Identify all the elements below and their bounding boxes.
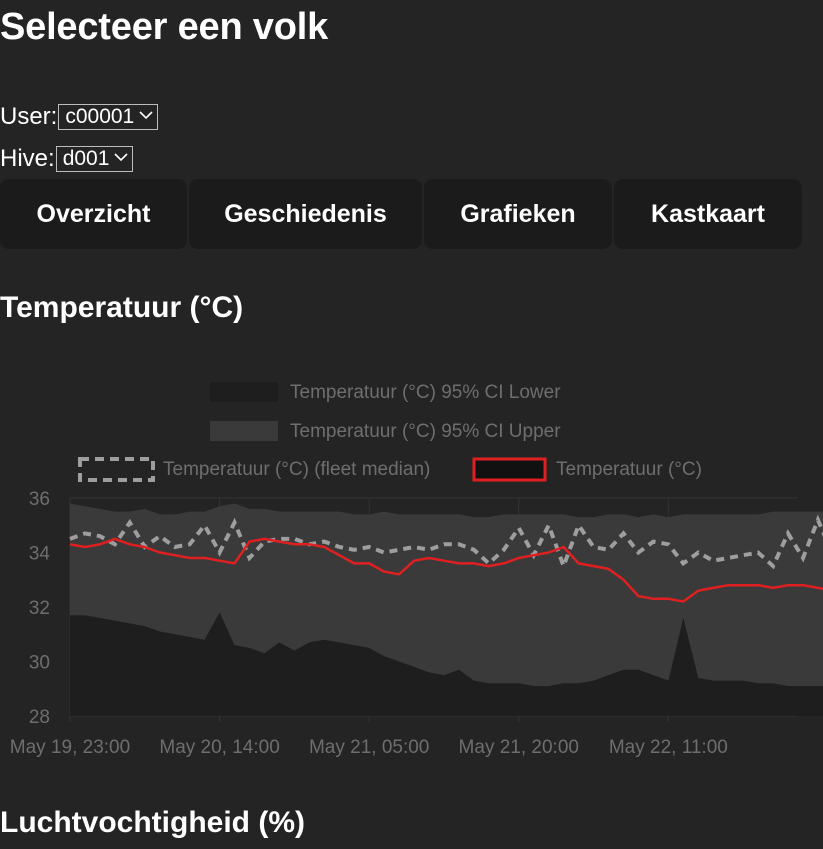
temperature-chart: Temperatuur (°C) 95% CI Lower Temperatuu… [10, 382, 823, 758]
chart-legend: Temperatuur (°C) 95% CI Lower Temperatuu… [78, 382, 702, 482]
legend-label-ci-lower[interactable]: Temperatuur (°C) 95% CI Lower [290, 382, 561, 403]
chevron-down-icon [139, 107, 153, 125]
chart-lines [69, 514, 823, 603]
chevron-down-icon [114, 149, 128, 167]
x-axis-ticks: May 19, 23:00 May 20, 14:00 May 21, 05:00 M… [10, 737, 728, 758]
x-tick-label: May 19, 23:00 [10, 737, 130, 758]
hive-select[interactable]: d001 [55, 146, 134, 172]
x-tick-label: May 21, 20:00 [459, 737, 579, 758]
x-tick-label: May 21, 05:00 [309, 737, 429, 758]
y-tick-label: 28 [29, 707, 50, 728]
y-tick-label: 32 [29, 598, 50, 619]
legend-label-ci-upper[interactable]: Temperatuur (°C) 95% CI Upper [290, 421, 561, 442]
x-tick-label: May 20, 14:00 [159, 737, 279, 758]
user-label: User: [0, 103, 58, 130]
y-tick-label: 36 [29, 489, 50, 510]
tab-grafieken[interactable]: Grafieken [424, 179, 612, 249]
user-select-value: c00001 [65, 105, 135, 128]
chart-areas [70, 503, 823, 716]
x-tick-label: May 22, 11:00 [609, 737, 728, 758]
legend-swatch-median[interactable] [78, 457, 155, 482]
humidity-section-title: Luchtvochtigheid (%) [0, 806, 305, 839]
page-title: Selecteer een volk [0, 6, 329, 48]
hive-label: Hive: [0, 145, 55, 172]
legend-swatch-ci-lower[interactable] [210, 382, 278, 402]
y-axis-ticks: 28 30 32 34 36 [29, 489, 51, 728]
line-temperature [69, 537, 823, 603]
y-tick-label: 30 [29, 653, 50, 674]
area-ci-lower [70, 612, 823, 716]
user-filter: User: c00001 [0, 102, 159, 132]
legend-label-median[interactable]: Temperatuur (°C) (fleet median) [163, 459, 430, 480]
temperature-section-title: Temperatuur (°C) [0, 291, 244, 324]
nav-tabs: Overzicht Geschiedenis Grafieken Kastkaa… [0, 179, 823, 249]
legend-label-temperature[interactable]: Temperatuur (°C) [556, 459, 702, 480]
tab-kastkaart[interactable]: Kastkaart [614, 179, 802, 249]
hive-select-value: d001 [62, 147, 110, 170]
legend-swatch-ci-upper[interactable] [210, 421, 278, 441]
tab-overzicht[interactable]: Overzicht [0, 179, 187, 249]
user-select[interactable]: c00001 [58, 104, 159, 130]
legend-swatch-temperature[interactable] [472, 457, 547, 482]
hive-filter: Hive: d001 [0, 144, 134, 174]
tab-geschiedenis[interactable]: Geschiedenis [189, 179, 422, 249]
y-tick-label: 34 [29, 544, 51, 565]
